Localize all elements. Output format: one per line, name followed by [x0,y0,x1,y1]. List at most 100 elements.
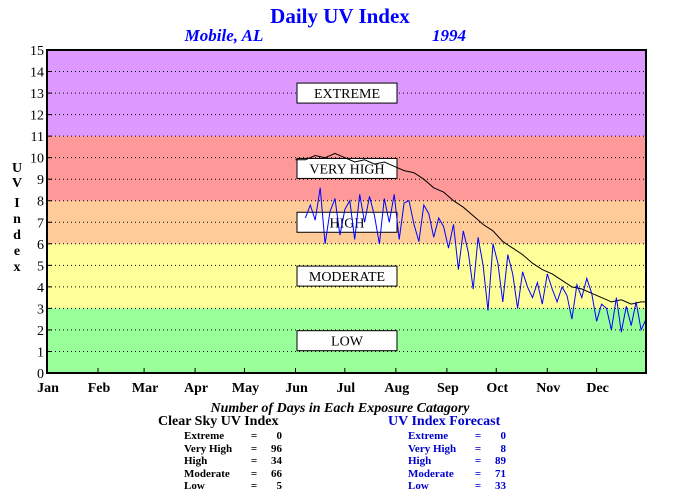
y-tick-label: 9 [37,173,44,188]
forecast-title: UV Index Forecast [388,414,501,429]
stat-label: High [408,455,432,467]
band-label-very-high: VERY HIGH [296,157,398,179]
y-label-letter: V [12,176,22,191]
x-tick-label: Mar [132,381,158,396]
stat-row: High = 89 [408,455,506,468]
band-label-text: LOW [331,335,364,350]
stat-value: 0 [276,430,283,442]
y-label-letter: I [14,196,19,211]
stat-value: 5 [276,480,283,492]
stat-row: Moderate = 66 [184,468,282,481]
chart-title: Daily UV Index [270,4,410,28]
y-label-letter: e [14,244,20,259]
x-tick-label: Aug [384,381,409,396]
stat-value: 0 [500,430,507,442]
y-tick-label: 4 [37,281,44,296]
stat-label: High [184,455,208,467]
y-label-letter: n [13,212,21,227]
band-label-text: EXTREME [314,87,380,102]
stat-row: Very High = 8 [408,443,506,456]
stat-value: 89 [495,455,506,467]
clear-sky-rows: Extreme = 0 Very High = 96 High = 34 Moderate = 66 L… [184,430,282,493]
x-tick-label: Sep [437,381,459,396]
y-tick-label: 0 [37,367,44,382]
clear-sky-title: Clear Sky UV Index [158,414,279,429]
x-tick-label: May [232,381,259,396]
y-label-letter: d [13,228,21,243]
band-label-text: MODERATE [309,270,385,285]
stat-row: Very High = 96 [184,443,282,456]
series-layer [295,152,647,333]
band-label-box [296,265,398,287]
stat-label: Very High [408,442,457,455]
band-label-box [296,330,398,352]
y-tick-label: 3 [37,302,44,317]
y-tick-label: 2 [37,324,44,339]
y-tick-label: 6 [37,238,44,253]
stat-equals: = [250,455,258,467]
x-tick-label: Jul [337,381,356,396]
y-tick-label: 12 [30,109,44,124]
y-tick-label: 7 [37,216,44,231]
plot-frame [46,49,647,374]
stat-equals: = [474,467,482,480]
y-label-letter: x [14,260,21,275]
band-label-low: LOW [296,330,398,352]
x-tick-label: Jun [285,381,308,396]
series-line-uv-index-forecast [304,187,647,333]
y-tick-label: 11 [31,130,44,145]
x-tick-label: Feb [88,381,111,396]
stat-value: 34 [271,455,282,467]
chart-location: Mobile, AL [184,26,264,45]
x-tick-label: Jan [37,381,59,396]
band-label-box [296,82,398,104]
x-tick-label: Apr [184,381,208,396]
forecast-rows: Extreme = 0 Very High = 8 High = 89 Moderate = 71 Lo… [408,430,506,493]
y-label-letter: U [12,161,22,176]
y-tick-label: 15 [30,44,44,59]
band-label-text: HIGH [330,216,365,231]
stat-label: Extreme [408,430,449,442]
stat-value: 33 [495,480,506,492]
y-tick-label: 13 [30,87,44,102]
stat-label: Very High [184,442,233,455]
stat-equals: = [474,442,482,455]
y-tick-label: 8 [37,195,44,210]
y-tick-label: 5 [37,259,44,274]
y-tick-label: 10 [30,152,44,167]
axes [46,49,647,374]
chart-year: 1994 [432,26,466,45]
stat-row: Low = 33 [408,480,506,493]
band-label-text: VERY HIGH [309,162,384,177]
stat-label: Low [184,480,205,492]
stat-row: Moderate = 71 [408,468,506,481]
stat-value: 66 [271,467,282,480]
footer-caption: Number of Days in Each Exposure Catagory [209,401,470,416]
stat-equals: = [474,430,482,442]
stat-equals: = [250,467,258,480]
stat-equals: = [474,480,482,492]
y-tick-label: 14 [30,66,44,81]
stat-row: Low = 5 [184,480,282,493]
band-label-moderate: MODERATE [296,265,398,287]
stat-label: Moderate [184,467,230,480]
forecast-stats: UV Index Forecast Extreme = 0 Very High = 8 Hi… [388,414,506,493]
stat-equals: = [250,430,258,442]
stat-row: Extreme = 0 [408,430,506,443]
stat-value: 71 [495,467,506,480]
stat-equals: = [474,455,482,467]
stat-equals: = [250,480,258,492]
stat-row: Extreme = 0 [184,430,282,443]
x-tick-labels: Jan Feb Mar Apr May Jun Jul Aug Sep Oct Nov Dec [37,381,609,396]
stat-equals: = [250,442,258,455]
stat-value: 8 [500,442,507,455]
stat-value: 96 [271,442,282,455]
x-tick-label: Oct [486,381,508,396]
clear-sky-stats: Clear Sky UV Index Extreme = 0 Very High = 96… [158,414,282,493]
stat-label: Low [408,480,429,492]
x-tick-label: Nov [536,381,560,396]
stat-row: High = 34 [184,455,282,468]
